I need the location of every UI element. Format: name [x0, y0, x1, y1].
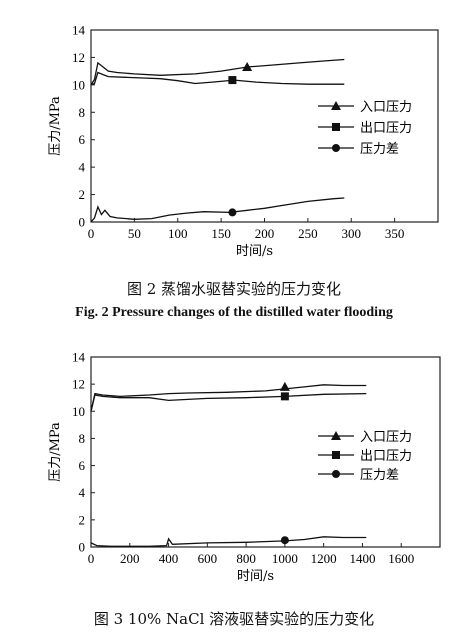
y-tick-label: 10: [72, 404, 85, 419]
chart-fig2: 0 2 4 6 8 10 12 14 0 50 100 150 200 250 300 350 时间/s 压力/M…: [48, 23, 439, 259]
y-tick-label: 2: [79, 512, 86, 527]
y-tick-label: 14: [72, 350, 86, 365]
x-tick-label: 200: [255, 226, 275, 241]
x-tick-label: 1000: [272, 551, 298, 566]
x-tick-label: 50: [128, 226, 141, 241]
x-tick-label: 1600: [388, 551, 414, 566]
legend-label: 入口压力: [360, 430, 412, 445]
plot-frame: [90, 356, 441, 548]
legend-marker: [332, 470, 340, 478]
x-tick-label: 100: [168, 226, 188, 241]
series-line-2: [90, 71, 345, 86]
x-tick-label: 800: [236, 551, 256, 566]
legend-label: 入口压力: [360, 100, 412, 115]
x-tick-label: 1400: [349, 551, 375, 566]
y-tick-label: 6: [79, 458, 86, 473]
x-tick-label: 1200: [311, 551, 337, 566]
legend-label: 出口压力: [360, 121, 412, 136]
x-tick-label: 300: [342, 226, 362, 241]
y-tick-label: 12: [72, 377, 85, 392]
x-axis-label: 时间/s: [237, 569, 274, 584]
y-tick-label: 10: [72, 77, 85, 92]
legend-marker: [332, 123, 340, 131]
x-tick-label: 400: [159, 551, 179, 566]
legend-marker: [331, 431, 341, 440]
fig3-caption-cn: 图 3 10% NaCl 溶液驱替实验的压力变化: [93, 610, 375, 628]
series-marker-3: [228, 208, 237, 217]
y-tick-label: 0: [79, 540, 86, 555]
y-tick-label: 8: [79, 431, 86, 446]
y-axis-label: 压力/MPa: [48, 96, 63, 156]
x-tick-label: 200: [120, 551, 140, 566]
legend-label: 压力差: [360, 468, 399, 483]
y-tick-label: 6: [79, 132, 86, 147]
y-tick-label: 4: [79, 485, 86, 500]
y-tick-label: 14: [72, 23, 86, 38]
fig2-caption-en: Fig. 2 Pressure changes of the distilled…: [75, 305, 393, 320]
x-tick-label: 250: [298, 226, 318, 241]
series-line-1: [90, 384, 367, 412]
x-tick-label: 150: [211, 226, 231, 241]
series-line-3: [90, 197, 345, 223]
x-tick-label: 600: [198, 551, 218, 566]
x-tick-label: 350: [385, 226, 405, 241]
series-marker-1: [279, 381, 290, 391]
legend-marker: [332, 144, 340, 152]
series-line-3: [90, 536, 367, 547]
series-marker-3: [280, 536, 289, 545]
legend-label: 压力差: [360, 142, 399, 157]
x-axis-label: 时间/s: [236, 244, 273, 259]
y-tick-label: 2: [79, 187, 86, 202]
fig2-caption-cn: 图 2 蒸馏水驱替实验的压力变化: [126, 280, 342, 298]
series-marker-2: [280, 392, 289, 401]
x-tick-label: 0: [88, 226, 95, 241]
legend-marker: [331, 101, 341, 110]
series-marker-1: [242, 62, 253, 72]
series-line-1: [90, 58, 345, 86]
y-tick-label: 0: [79, 215, 86, 230]
legend-marker: [332, 451, 340, 459]
series-line-2: [90, 392, 367, 412]
series-marker-2: [228, 76, 237, 85]
chart-fig3: 0 2 4 6 8 10 12 14 0 200 400 600 800 1000 1200 1400 1600…: [48, 350, 441, 584]
y-axis-label: 压力/MPa: [48, 422, 63, 482]
y-tick-label: 12: [72, 50, 85, 65]
x-tick-label: 0: [88, 551, 95, 566]
y-tick-label: 8: [79, 105, 86, 120]
y-tick-label: 4: [79, 160, 86, 175]
legend-label: 出口压力: [360, 449, 412, 464]
